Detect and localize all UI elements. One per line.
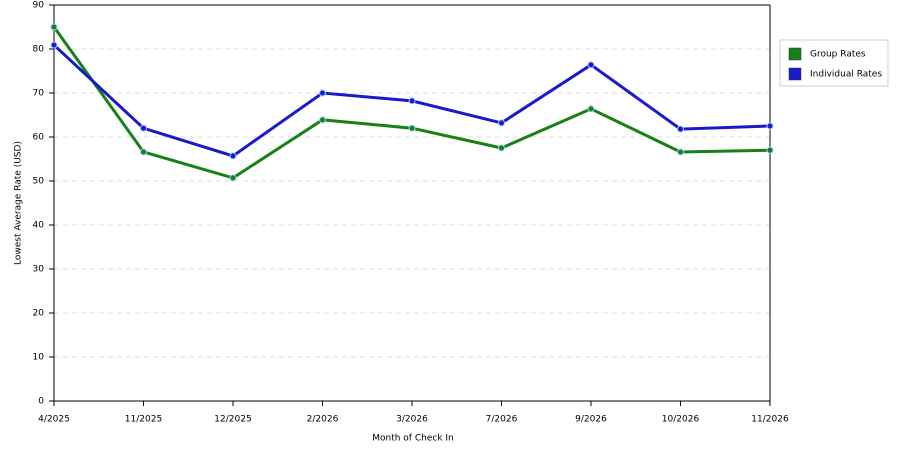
legend-swatch: [788, 47, 802, 61]
data-point: [50, 23, 58, 31]
legend-label: Group Rates: [810, 50, 866, 60]
x-tick-label: 12/2025: [214, 415, 251, 425]
y-tick-label: 30: [33, 265, 45, 275]
data-point: [677, 125, 684, 133]
plot-frame: [53, 4, 771, 402]
x-tick-label: 9/2026: [575, 415, 607, 425]
x-tick-label: 2/2026: [307, 415, 339, 425]
data-point: [766, 146, 774, 154]
data-point: [319, 89, 326, 97]
data-point: [229, 174, 237, 182]
y-tick-label: 60: [33, 133, 45, 143]
data-point: [498, 144, 505, 152]
y-tick-label: 20: [33, 309, 45, 319]
data-point: [408, 124, 416, 132]
y-tick-label: 40: [33, 221, 45, 231]
data-point: [408, 97, 416, 105]
legend-swatch: [788, 67, 802, 81]
data-point: [140, 124, 147, 132]
y-axis-label: Lowest Average Rate (USD): [14, 141, 24, 265]
x-tick-label: 4/2025: [38, 415, 70, 425]
data-point: [140, 148, 147, 156]
y-tick-label: 10: [33, 353, 45, 363]
data-point: [498, 119, 505, 127]
x-tick-label: 3/2026: [396, 415, 428, 425]
y-tick-label: 70: [33, 89, 45, 99]
y-tick-label: 0: [38, 397, 44, 407]
y-tick-label: 80: [33, 45, 45, 55]
y-tick-label: 50: [33, 177, 45, 187]
legend-label: Individual Rates: [810, 70, 882, 80]
data-point: [587, 61, 595, 69]
data-point: [587, 105, 595, 113]
data-point: [319, 116, 326, 124]
y-tick-label: 90: [33, 1, 45, 11]
data-point: [677, 148, 684, 156]
x-tick-label: 7/2026: [486, 415, 518, 425]
data-point: [229, 152, 237, 160]
x-axis-label: Month of Check In: [372, 434, 454, 444]
x-tick-label: 11/2026: [751, 415, 789, 425]
data-point: [50, 41, 58, 49]
x-tick-label: 11/2025: [125, 415, 162, 425]
x-tick-label: 10/2026: [662, 415, 700, 425]
data-point: [766, 122, 774, 130]
